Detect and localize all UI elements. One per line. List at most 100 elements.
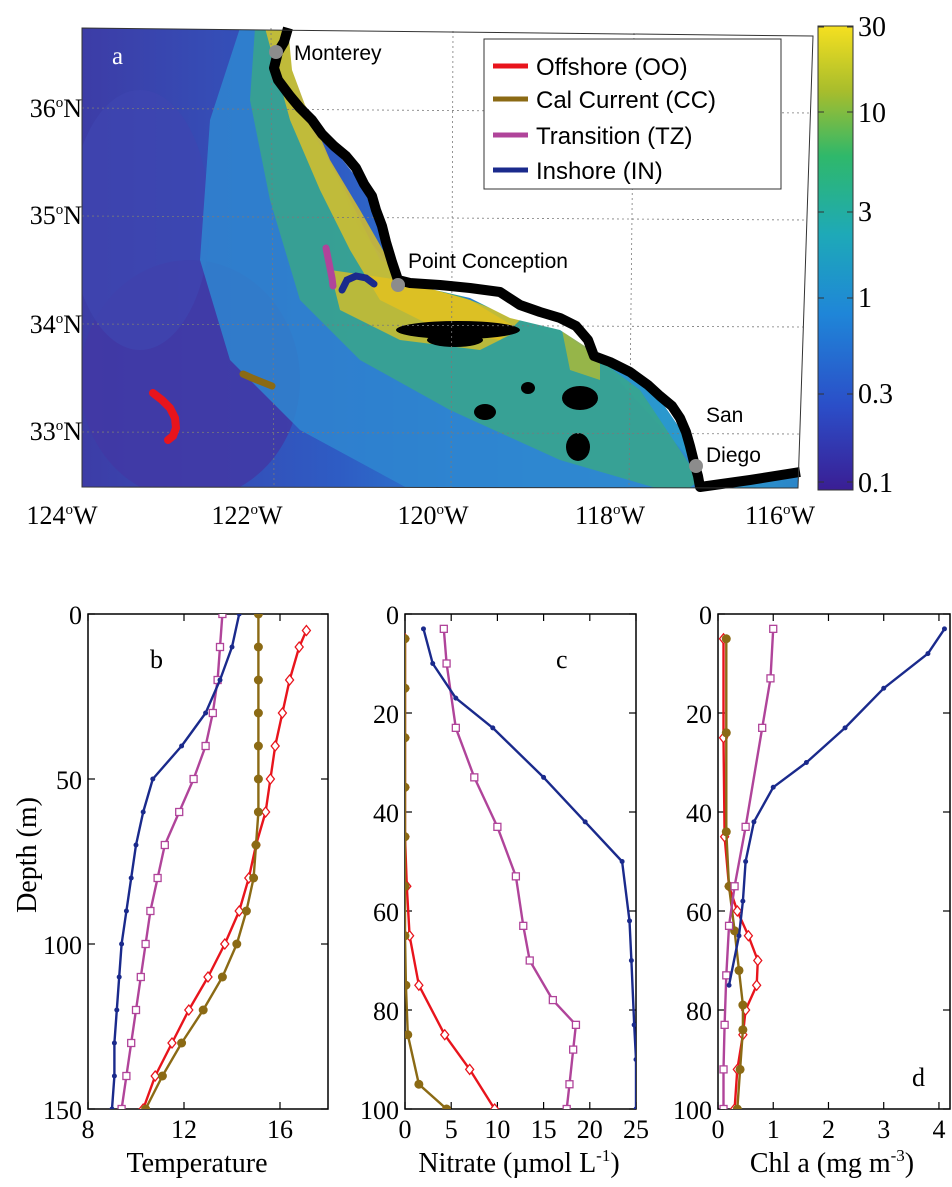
data-point-tz — [565, 1080, 574, 1089]
data-point-in — [751, 819, 757, 825]
data-point-tz — [548, 995, 557, 1005]
lat-label-36: 36oN — [30, 94, 83, 123]
colorbar: 30 10 3 1 0.3 0.1 — [817, 12, 893, 499]
data-point-cc — [405, 634, 410, 644]
data-point-cc — [734, 965, 744, 975]
data-point-in — [430, 661, 436, 666]
x-axis-label-nitrate: Nitrate (µmol L-1) — [418, 1146, 619, 1179]
data-point-tz — [146, 906, 155, 916]
y-tick-label: 150 — [43, 1096, 82, 1125]
lat-labels: 36oN 35oN 34oN 33oN — [30, 94, 83, 446]
data-point-in — [420, 626, 426, 632]
x-tick-label: 5 — [445, 1115, 458, 1144]
legend-transition: Transition (TZ) — [536, 123, 692, 150]
lat-label-33: 33oN — [30, 417, 83, 446]
data-point-in — [541, 774, 547, 780]
data-point-cc — [198, 1005, 208, 1015]
place-point-conception: Point Conception — [408, 250, 568, 273]
y-tick-label: 100 — [360, 1096, 399, 1125]
data-point-in — [740, 898, 746, 904]
lat-label-34: 34oN — [30, 310, 83, 339]
series-group — [405, 624, 636, 1109]
data-point-tz — [136, 972, 145, 982]
y-tick-label: 40 — [686, 799, 712, 828]
data-point-tz — [131, 1005, 141, 1015]
data-point-oo — [183, 1003, 194, 1017]
data-point-cc — [253, 774, 263, 784]
data-point-tz — [160, 840, 169, 850]
data-point-cc — [177, 1038, 187, 1048]
data-point-in — [803, 760, 809, 765]
map-frame — [81, 27, 814, 489]
data-point-in — [116, 974, 122, 980]
x-tick-label: 15 — [531, 1115, 557, 1144]
data-point-in — [631, 1022, 636, 1028]
lon-label-116: 116oW — [745, 501, 816, 530]
data-point-cc — [251, 840, 261, 850]
y-tick-label: 0 — [69, 601, 82, 630]
data-point-in — [633, 1106, 636, 1109]
data-point-tz — [122, 1071, 131, 1081]
x-axis-label-chl: Chl a (mg m-3) — [750, 1146, 914, 1179]
data-point-oo — [751, 979, 762, 992]
colorbar-tick-0-1: 0.1 — [858, 468, 893, 499]
lon-label-122: 122oW — [211, 501, 283, 530]
y-tick-label: 80 — [686, 997, 712, 1026]
data-point-oo — [270, 739, 281, 753]
data-point-cc — [241, 906, 251, 916]
data-point-in — [770, 784, 776, 790]
data-point-cc — [157, 1071, 167, 1081]
panel-label-d: d — [912, 1063, 925, 1092]
x-axis-label-temperature: Temperature — [126, 1148, 267, 1179]
coastline — [269, 26, 801, 492]
data-point-in — [453, 695, 459, 701]
x-tick-label: 8 — [82, 1115, 95, 1144]
data-point-cc — [253, 614, 263, 619]
colorbar-ticks: 30 10 3 1 0.3 0.1 — [858, 12, 893, 499]
data-point-cc — [405, 980, 411, 990]
data-point-tz — [127, 1038, 136, 1048]
data-point-in — [123, 908, 129, 914]
data-point-oo — [167, 1036, 177, 1050]
data-point-in — [726, 982, 732, 988]
data-point-oo — [234, 904, 245, 918]
series-line-tz — [442, 628, 578, 1109]
data-point-in — [119, 941, 125, 947]
data-point-in — [150, 776, 156, 782]
data-point-in — [925, 651, 931, 657]
colorbar-tick-1: 1 — [858, 283, 872, 314]
data-point-in — [133, 842, 139, 848]
y-tick-label: 40 — [373, 799, 399, 828]
data-point-oo — [732, 904, 743, 918]
data-point-tz — [189, 774, 198, 784]
series-line-tz — [722, 628, 775, 1109]
data-point-tz — [175, 807, 184, 817]
data-point-oo — [150, 1069, 161, 1083]
data-point-tz — [442, 659, 451, 668]
x-tick-label: 2 — [822, 1115, 835, 1144]
legend-inshore: Inshore (IN) — [536, 158, 663, 185]
data-point-in — [881, 685, 887, 691]
data-point-tz — [519, 921, 528, 930]
x-tick-label: 4 — [932, 1115, 945, 1144]
data-point-tz — [769, 624, 778, 633]
data-point-oo — [752, 954, 763, 967]
monterey-marker — [269, 45, 283, 59]
lon-labels: 124oW 122oW 120oW 118oW 116oW — [26, 501, 815, 530]
data-point-cc — [414, 1079, 424, 1089]
data-point-tz — [218, 614, 227, 619]
track-inshore — [338, 272, 378, 294]
track-offshore — [149, 389, 181, 444]
data-point-cc — [232, 939, 242, 949]
data-point-tz — [730, 882, 739, 891]
data-point-cc — [442, 1104, 452, 1109]
series-group — [109, 614, 312, 1109]
data-point-in — [140, 809, 146, 815]
data-point-in — [229, 644, 235, 650]
series-line-cc — [725, 638, 745, 1109]
series-line-cc — [405, 638, 448, 1109]
